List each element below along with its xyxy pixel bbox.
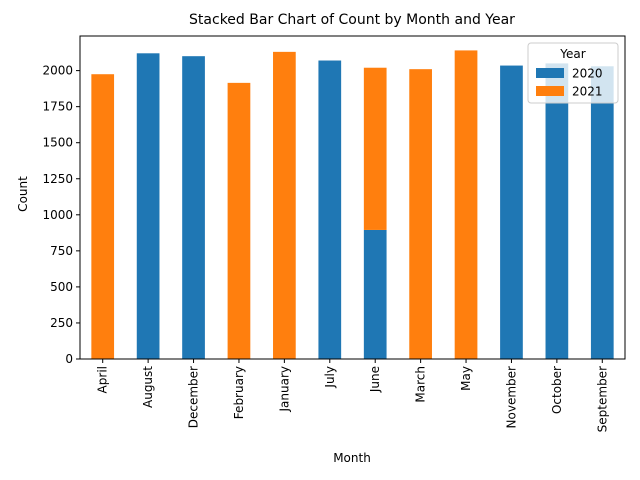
x-tick-label-february: February [232,366,246,419]
legend-label-2020: 2020 [572,67,603,81]
x-tick-label-december: December [187,366,201,428]
y-tick-label: 1750 [42,100,73,114]
x-axis-ticks: April August December February January July Ju… [96,359,609,432]
x-tick-label-march: March [414,366,428,403]
legend-label-2021: 2021 [572,85,603,99]
y-tick-label: 250 [50,316,73,330]
x-tick-label-october: October [550,366,564,414]
bar-april-2021 [91,74,115,360]
legend-title: Year [559,47,585,61]
y-tick-label: 2000 [42,64,73,78]
bar-october-2020 [545,63,569,360]
y-tick-label: 1000 [42,208,73,222]
y-tick-label: 500 [50,280,73,294]
x-tick-label-november: November [504,366,518,428]
bar-february-2021 [227,82,251,360]
x-tick-label-june: June [368,366,382,393]
legend: Year 2020 2021 [527,42,619,104]
legend-swatch-2020 [536,68,564,78]
y-axis-ticks: 0 250 500 750 1000 1250 1500 1750 2000 [42,64,80,366]
x-axis-title: Month [333,451,371,465]
bar-september-2020 [590,66,614,359]
bar-may-2021 [454,50,478,359]
plot-frame [79,35,626,360]
x-tick-label-july: July [323,366,337,389]
y-tick-label: 1500 [42,136,73,150]
bar-march-2021 [409,69,432,360]
x-tick-label-august: August [141,366,155,408]
bars-group [91,50,614,360]
bar-november-2020 [500,65,523,359]
bar-july-2020 [318,60,342,359]
bar-august-2020 [136,53,160,360]
x-tick-label-september: September [595,366,609,432]
y-tick-label: 1250 [42,172,73,186]
y-tick-label: 750 [50,244,73,258]
bar-june-2020 [363,229,387,359]
x-tick-label-january: January [277,366,291,413]
y-tick-label: 0 [65,352,73,366]
x-tick-label-april: April [96,366,110,393]
x-tick-label-may: May [459,366,473,391]
y-axis-title: Count [16,176,30,212]
legend-swatch-2021 [536,86,564,96]
bar-january-2021 [273,51,296,360]
chart-title: Stacked Bar Chart of Count by Month and … [189,12,515,28]
bar-december-2020 [182,56,205,359]
bar-june-2021 [363,67,387,230]
